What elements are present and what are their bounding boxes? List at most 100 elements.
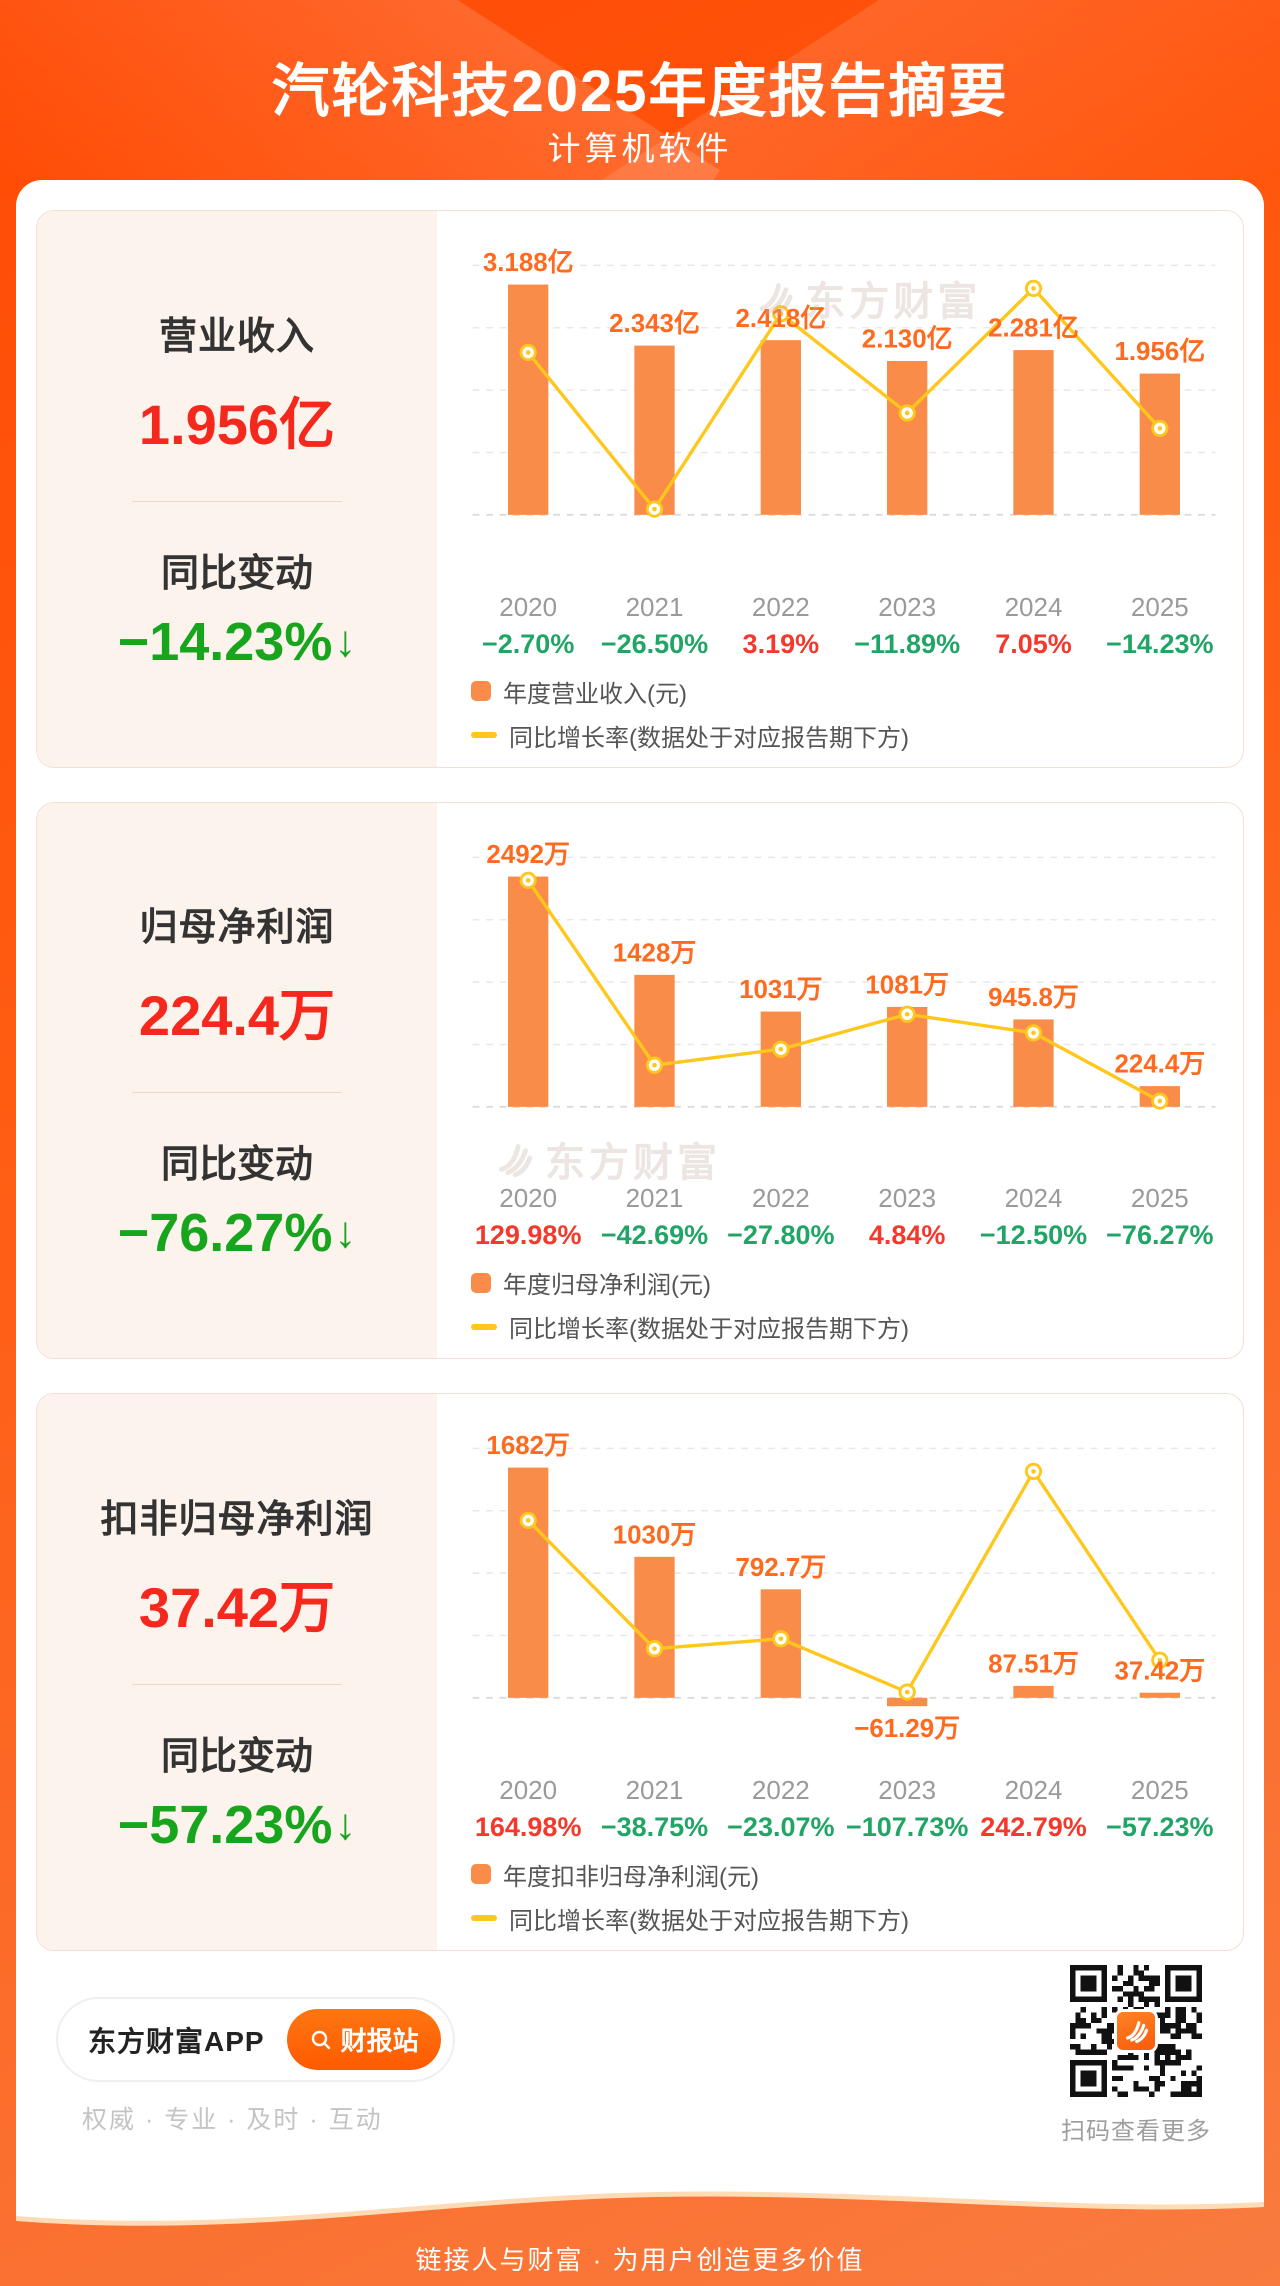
year-label: 2022	[751, 591, 810, 622]
report-station-button[interactable]: 财报站	[286, 2009, 441, 2070]
axis-column: 2025 −76.27%	[1097, 1183, 1223, 1251]
change-percent: −76.27%	[117, 1203, 333, 1264]
eastmoney-logo-icon	[1114, 2009, 1158, 2053]
line-swatch-icon	[471, 1323, 497, 1330]
divider	[132, 1092, 342, 1094]
revenue-plot: 3.188亿 2.343亿 2.418亿 2.130亿 2.281亿 1.956亿	[472, 248, 1216, 518]
metric-value: 224.4万	[138, 984, 336, 1048]
growth-label: −12.50%	[979, 1220, 1088, 1251]
change-value: −57.23% ↓	[118, 1794, 357, 1856]
axis-column: 2024 −12.50%	[970, 1183, 1096, 1251]
down-arrow-icon: ↓	[334, 1799, 357, 1849]
metric-value: 1.956亿	[138, 392, 336, 456]
app-name: 东方财富APP	[88, 2025, 265, 2057]
growth-label: −57.23%	[1106, 1811, 1214, 1842]
axis-column: 2022 3.19%	[718, 592, 844, 660]
legend-label: 年度归母净利润(元)	[503, 1272, 711, 1300]
deducted-profit-summary-panel: 扣非归母净利润 37.42万 同比变动 −57.23% ↓	[37, 1394, 437, 1950]
growth-label: 164.98%	[474, 1811, 582, 1842]
growth-label: −14.23%	[1106, 628, 1214, 659]
bar-value-label: 2.281亿	[988, 314, 1079, 343]
legend-row: 同比增长率(数据处于对应报告期下方)	[471, 1901, 1223, 1936]
year-label: 2021	[625, 1183, 684, 1214]
bar-value-label: 1081万	[865, 971, 949, 999]
growth-label: 7.05%	[995, 628, 1072, 659]
metric-label: 营业收入	[158, 315, 315, 358]
year-label: 2024	[1004, 1774, 1063, 1805]
change-label: 同比变动	[160, 1144, 313, 1187]
growth-label: −23.07%	[727, 1811, 835, 1842]
change-value: −76.27% ↓	[118, 1202, 357, 1264]
growth-label: 4.84%	[868, 1220, 946, 1251]
year-label: 2025	[1130, 591, 1189, 622]
axis-column: 2023 −11.89%	[844, 592, 970, 660]
bar-swatch-icon	[471, 1272, 491, 1293]
axis-column: 2021 −26.50%	[591, 592, 717, 660]
bar-value-label: 87.51万	[988, 1651, 1079, 1679]
legend-row: 同比增长率(数据处于对应报告期下方)	[471, 1309, 1223, 1344]
legend-row: 年度扣非归母净利润(元)	[471, 1857, 1223, 1892]
axis-column: 2022 −23.07%	[718, 1775, 844, 1843]
year-label: 2024	[1004, 591, 1063, 622]
growth-label: −27.80%	[727, 1220, 835, 1251]
change-label: 同比变动	[160, 1735, 313, 1778]
bar-value-label: 2.130亿	[862, 325, 953, 354]
wave-decoration	[16, 2170, 1264, 2240]
bar-swatch-icon	[471, 681, 491, 702]
divider	[132, 1683, 342, 1685]
year-label: 2022	[751, 1183, 810, 1214]
year-label: 2020	[499, 1183, 558, 1214]
net-profit-legend: 年度归母净利润(元) 同比增长率(数据处于对应报告期下方)	[471, 1265, 1223, 1344]
qr-code	[1070, 1965, 1202, 2097]
net-profit-summary-panel: 归母净利润 224.4万 同比变动 −76.27% ↓	[37, 802, 437, 1359]
growth-label: −76.27%	[1106, 1220, 1214, 1251]
growth-label: −38.75%	[600, 1811, 709, 1842]
net-profit-axis: 2020 129.98% 2021 −42.69% 2022 −27.80% 2023 4.8…	[465, 1183, 1223, 1251]
search-icon	[311, 2030, 330, 2049]
year-label: 2025	[1130, 1183, 1189, 1214]
bar-value-label: 1682万	[486, 1432, 570, 1460]
year-label: 2020	[499, 1774, 558, 1805]
year-label: 2021	[625, 1774, 684, 1805]
year-label: 2023	[878, 1774, 937, 1805]
footer-slogan: 链接人与财富 · 为用户创造更多价值	[415, 2245, 865, 2275]
year-label: 2023	[878, 1183, 937, 1214]
change-value: −14.23% ↓	[118, 611, 357, 673]
growth-label: −42.69%	[600, 1220, 709, 1251]
revenue-section: 营业收入 1.956亿 同比变动 −14.23% ↓ 东方财富 3.188亿 2.…	[36, 210, 1244, 768]
bar-value-label: 792.7万	[735, 1554, 826, 1582]
net-profit-section: 归母净利润 224.4万 同比变动 −76.27% ↓ 东方财富 2492万 14…	[36, 801, 1244, 1360]
page-title: 汽轮科技2025年度报告摘要	[271, 59, 1009, 124]
divider	[132, 500, 342, 502]
metric-label: 扣非归母净利润	[100, 1498, 374, 1541]
growth-label: −11.89%	[854, 628, 961, 659]
axis-column: 2021 −42.69%	[591, 1183, 717, 1251]
axis-column: 2020 129.98%	[465, 1183, 591, 1251]
metric-label: 归母净利润	[139, 907, 335, 950]
revenue-legend: 年度营业收入(元) 同比增长率(数据处于对应报告期下方)	[471, 674, 1223, 753]
deducted-profit-chart: 1682万 1030万 792.7万 −61.29万 87.51万 37.42万 2020…	[437, 1394, 1243, 1950]
tagline: 权威 · 专业 · 及时 · 互动	[82, 2106, 383, 2134]
axis-column: 2024 7.05%	[970, 592, 1096, 660]
year-label: 2025	[1130, 1774, 1189, 1805]
year-label: 2021	[625, 591, 684, 622]
bar-value-label: 1031万	[739, 976, 823, 1004]
legend-label: 年度扣非归母净利润(元)	[503, 1863, 759, 1891]
deducted-profit-section: 扣非归母净利润 37.42万 同比变动 −57.23% ↓ 1682万 1030万…	[36, 1393, 1244, 1951]
bar-value-label: 1.956亿	[1114, 337, 1205, 366]
bar-value-label: 1030万	[613, 1522, 697, 1550]
axis-column: 2025 −14.23%	[1097, 592, 1223, 660]
metric-value: 37.42万	[138, 1575, 336, 1639]
bar-value-label: 2492万	[486, 841, 570, 869]
bottom-row: 东方财富APP 财报站 权威 · 专业 · 及时 · 互动	[56, 1965, 1216, 2146]
axis-column: 2024 242.79%	[970, 1775, 1096, 1843]
change-percent: −57.23%	[117, 1794, 333, 1855]
legend-row: 年度归母净利润(元)	[471, 1265, 1223, 1300]
deducted-profit-legend: 年度扣非归母净利润(元) 同比增长率(数据处于对应报告期下方)	[471, 1857, 1223, 1936]
axis-column: 2020 −2.70%	[465, 592, 591, 660]
growth-label: 242.79%	[980, 1811, 1087, 1842]
net-profit-chart: 东方财富 2492万 1428万 1031万 1081万 945.8万 224.4万 20…	[437, 803, 1243, 1359]
growth-label: 3.19%	[742, 628, 820, 659]
down-arrow-icon: ↓	[334, 1208, 357, 1258]
